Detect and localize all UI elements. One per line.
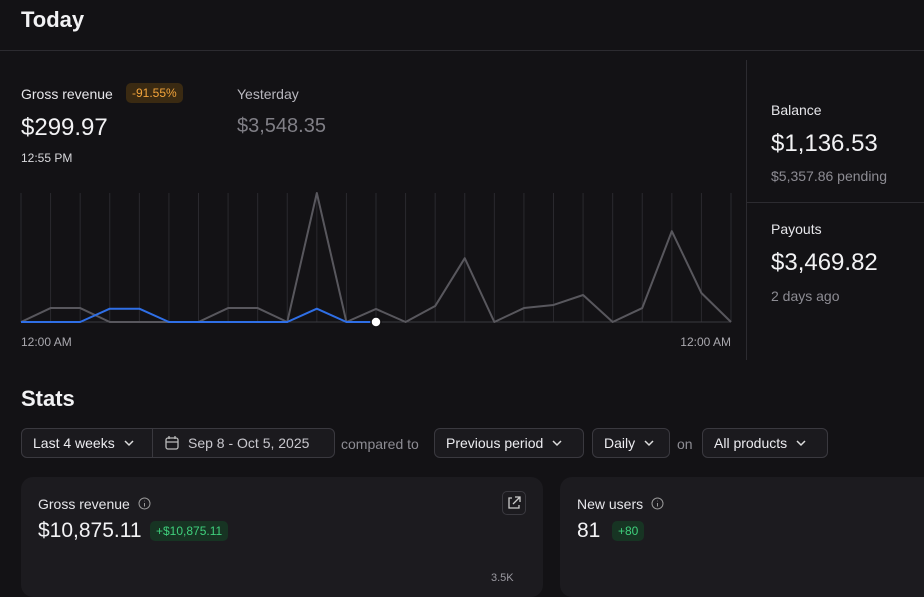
stat-card[interactable]: New users 81 +80 <box>560 477 924 597</box>
products-select[interactable]: All products <box>702 428 828 458</box>
page-title: Today <box>21 7 85 32</box>
series-line <box>20 192 732 323</box>
payouts-when: 2 days ago <box>771 288 840 304</box>
chevron-icon <box>552 440 562 447</box>
period-select[interactable]: Previous period <box>434 428 584 458</box>
x-tick-label: 12:00 AM <box>680 335 731 349</box>
interval-text: Daily <box>604 435 636 451</box>
change-badge: -91.55% <box>126 83 183 103</box>
info-icon <box>138 497 151 510</box>
page: {"header": {"title": "Today"}, "gross_re… <box>0 7 924 584</box>
products-text: All products <box>714 435 788 451</box>
card-label: New users <box>577 496 644 512</box>
balance-value: $1,136.53 <box>771 130 878 157</box>
divider <box>0 50 924 51</box>
card-value: $10,875.11 <box>38 519 142 542</box>
metric-value: $3,548.35 <box>237 115 326 137</box>
change-badge: +$10,875.11 <box>150 521 229 541</box>
series-line <box>21 307 376 323</box>
metric-label: Yesterday <box>237 86 299 102</box>
info-icon <box>651 497 664 510</box>
calendar-icon <box>165 436 179 450</box>
chevron-icon <box>644 440 654 447</box>
range-select[interactable]: Last 4 weeks <box>21 428 153 458</box>
change-badge: +80 <box>612 521 645 541</box>
card-value: 81 <box>577 519 601 542</box>
balance-pending: $5,357.86 pending <box>771 168 887 184</box>
x-tick-label: 12:00 AM <box>21 335 72 349</box>
axis-label: 3.5K <box>491 572 514 584</box>
chevron-icon <box>124 440 134 447</box>
date-text: Sep 8 - Oct 5, 2025 <box>188 435 310 451</box>
filter-text: on <box>677 436 693 452</box>
payouts-label: Payouts <box>771 221 822 237</box>
metric-time: 12:55 PM <box>21 151 73 165</box>
open-button[interactable] <box>502 491 526 515</box>
balance-label: Balance <box>771 102 822 118</box>
metric-value: $299.97 <box>21 114 108 141</box>
payouts-value: $3,469.82 <box>771 249 878 276</box>
card-label: Gross revenue <box>38 496 130 512</box>
metric-label: Gross revenue <box>21 86 113 102</box>
filter-text: compared to <box>341 436 419 452</box>
chevron-icon <box>796 440 806 447</box>
divider <box>747 202 924 203</box>
revenue-chart: 12:00 AM 12:00 AM <box>20 192 732 349</box>
interval-select[interactable]: Daily <box>592 428 670 458</box>
external-icon <box>508 496 521 509</box>
stat-card[interactable]: Gross revenue $10,875.11 +$10,875.11 3.5… <box>21 477 543 597</box>
divider <box>746 60 747 360</box>
period-text: Previous period <box>446 435 544 451</box>
current-point <box>370 316 382 328</box>
range-text: Last 4 weeks <box>33 435 115 451</box>
date-select[interactable]: Sep 8 - Oct 5, 2025 <box>152 428 335 458</box>
section-title: Stats <box>21 386 75 411</box>
